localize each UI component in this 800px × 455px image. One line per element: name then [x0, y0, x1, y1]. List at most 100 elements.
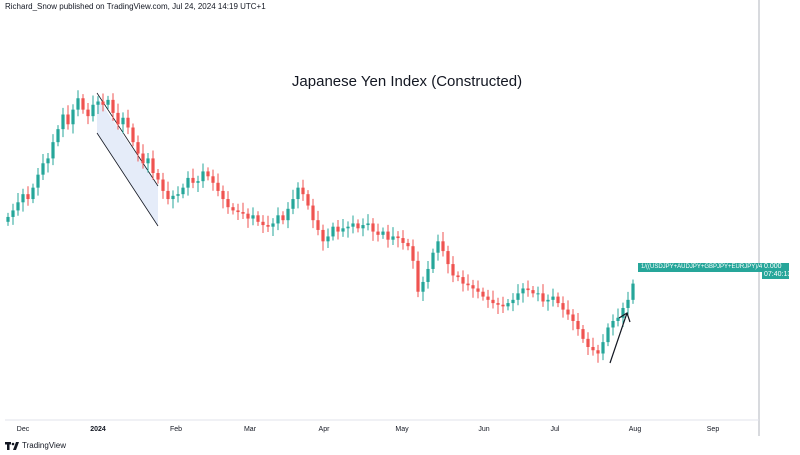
- candle: [591, 337, 595, 356]
- candle: [451, 256, 455, 283]
- channel-lower-line[interactable]: [96, 132, 159, 227]
- candle: [191, 168, 195, 189]
- candle: [106, 95, 110, 109]
- candle: [81, 94, 85, 114]
- candle-body: [606, 327, 610, 343]
- arrow-shaft: [609, 312, 628, 364]
- candle: [381, 227, 385, 239]
- candle-body: [581, 329, 585, 339]
- candle-body: [176, 194, 180, 196]
- candle: [56, 125, 60, 147]
- candle-body: [141, 153, 145, 164]
- candle: [286, 202, 290, 229]
- candle: [66, 105, 70, 130]
- candle-body: [516, 293, 520, 300]
- candle-body: [151, 158, 155, 174]
- candle: [311, 198, 315, 229]
- candle-body: [101, 101, 105, 105]
- candle-body: [256, 215, 260, 222]
- candle: [601, 334, 605, 361]
- candle-body: [111, 99, 115, 113]
- candle-body: [196, 181, 200, 183]
- candle-body: [346, 226, 350, 229]
- candle: [36, 167, 40, 196]
- candle: [101, 93, 105, 112]
- candle-body: [521, 288, 525, 294]
- candle-body: [366, 223, 370, 226]
- candle-body: [526, 288, 530, 291]
- candle: [516, 284, 520, 306]
- candle-body: [531, 290, 535, 294]
- candle: [316, 210, 320, 236]
- candle-body: [81, 98, 85, 110]
- candle: [226, 191, 230, 214]
- candle: [521, 283, 525, 303]
- candle-body: [601, 342, 605, 354]
- candle-body: [271, 223, 275, 227]
- candle: [231, 203, 235, 215]
- candle: [221, 185, 225, 209]
- candle-body: [71, 109, 75, 125]
- candle-body: [206, 171, 210, 177]
- candle-body: [561, 303, 565, 310]
- candle-body: [506, 303, 510, 307]
- time-axis: Dec 2024 Feb Mar Apr May Jun Jul Aug Sep: [17, 426, 720, 433]
- brand-label: TradingView: [22, 441, 67, 450]
- candle: [306, 190, 310, 210]
- candle-body: [26, 194, 30, 200]
- candle: [416, 251, 420, 298]
- candle: [166, 181, 170, 205]
- candle: [21, 188, 25, 212]
- x-tick-label: Jun: [478, 426, 489, 433]
- candle: [321, 224, 325, 251]
- candle-body: [106, 99, 110, 105]
- x-tick-label: Dec: [17, 426, 30, 433]
- x-tick-label: Sep: [707, 426, 720, 433]
- candle: [426, 260, 430, 289]
- candle: [11, 203, 15, 225]
- candle-body: [381, 231, 385, 235]
- candle: [546, 294, 550, 311]
- candle: [531, 286, 535, 298]
- candle-body: [171, 195, 175, 200]
- candle-body: [186, 177, 190, 188]
- candle-body: [191, 177, 195, 183]
- candle-body: [386, 231, 390, 240]
- candle-body: [426, 268, 430, 282]
- candle-body: [6, 216, 10, 222]
- candle-body: [216, 182, 220, 191]
- candle: [386, 224, 390, 248]
- candle-body: [551, 296, 555, 300]
- candle-body: [576, 320, 580, 330]
- candle-body: [461, 277, 465, 284]
- candle-body: [376, 231, 380, 235]
- candle: [161, 172, 165, 199]
- candle: [361, 218, 365, 237]
- candle-body: [21, 194, 25, 203]
- arrow-annotation[interactable]: [609, 312, 631, 364]
- candle-body: [546, 299, 550, 302]
- x-tick-label: May: [395, 426, 409, 433]
- tradingview-brand[interactable]: TradingView: [5, 441, 66, 450]
- candle-body: [436, 241, 440, 253]
- candle: [121, 112, 125, 134]
- candle-body: [56, 129, 60, 143]
- candle: [616, 308, 620, 327]
- candle-body: [296, 187, 300, 200]
- candle: [246, 208, 250, 228]
- candle-body: [541, 293, 545, 302]
- candle: [596, 344, 600, 363]
- candle-body: [361, 225, 365, 229]
- candle: [296, 182, 300, 209]
- candle: [91, 95, 95, 122]
- candle: [51, 134, 55, 166]
- candle-body: [311, 205, 315, 221]
- candle: [581, 325, 585, 343]
- candle-body: [306, 194, 310, 206]
- x-tick-label: Feb: [170, 426, 182, 433]
- candle: [571, 309, 575, 331]
- candle-body: [351, 223, 355, 227]
- candle-body: [276, 215, 280, 224]
- candle: [186, 171, 190, 196]
